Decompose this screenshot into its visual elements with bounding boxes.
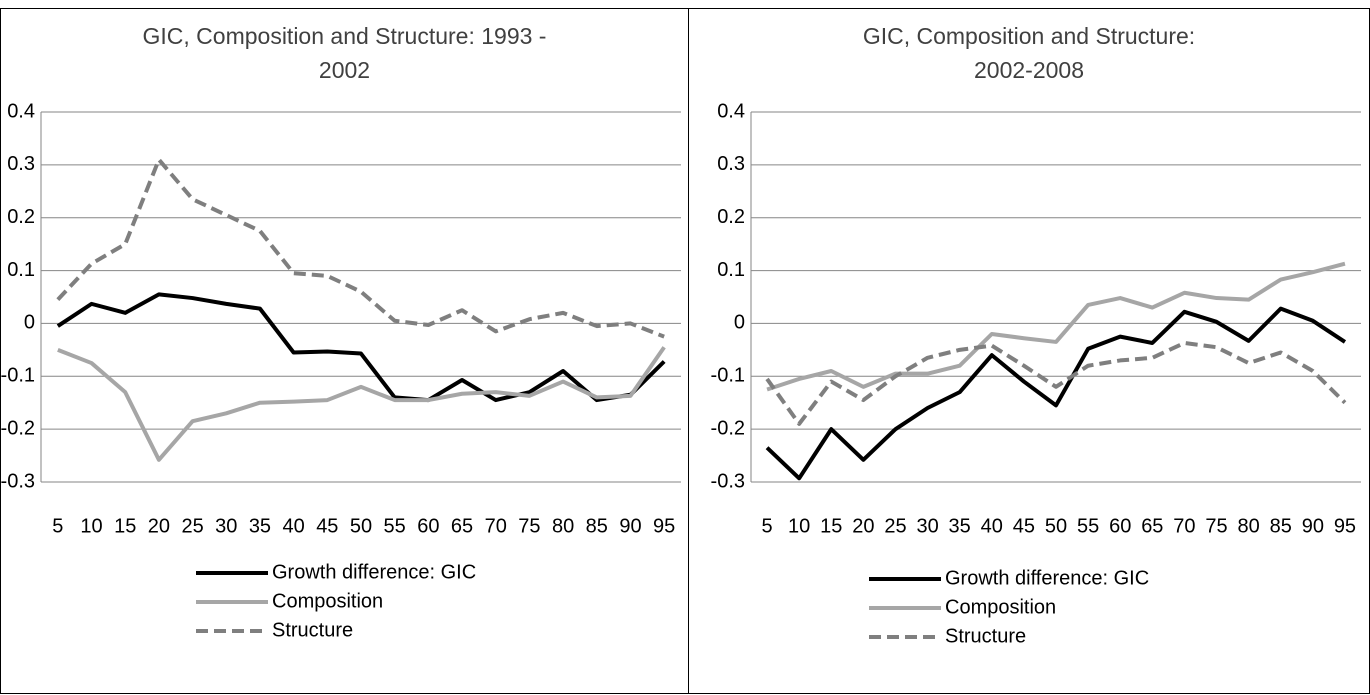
x-tick-label: 25 [884,515,906,537]
chart-panel: GIC, Composition and Structure: 1993 - 2… [0,8,689,694]
legend-label: Structure [272,619,353,641]
x-tick-label: 85 [586,515,608,537]
x-tick-label: 5 [52,515,63,537]
x-tick-label: 10 [80,515,102,537]
x-tick-label: 70 [1173,515,1195,537]
y-tick-label: -0.1 [711,365,745,387]
y-tick-label: 0.4 [717,100,745,122]
x-tick-label: 70 [485,515,507,537]
x-tick-label: 65 [1141,515,1163,537]
x-tick-label: 60 [1109,515,1131,537]
y-tick-label: -0.2 [711,417,745,439]
y-tick-label: 0.2 [7,206,35,228]
x-tick-label: 30 [916,515,938,537]
y-tick-label: 0.4 [7,100,35,122]
y-tick-label: 0.1 [7,259,35,281]
series-line [56,292,666,403]
chart: -0.3 -0.2 -0.1 0 0.1 0.2 0.3 0.4 5 10 15 20 25 30 35 40… [1,100,681,641]
y-tick-label: -0.1 [1,365,35,387]
x-tick-label: 65 [451,515,473,537]
legend-label: Growth difference: GIC [272,561,476,583]
series-line [766,261,1346,392]
x-tick-label: 20 [852,515,874,537]
y-tick-label: -0.3 [1,470,35,492]
y-tick-label: 0 [734,312,745,334]
x-tick-label: 75 [1205,515,1227,537]
x-tick-label: 80 [552,515,574,537]
legend-label: Composition [945,596,1056,618]
y-tick-label: 0 [24,312,35,334]
y-tick-label: 0.3 [7,153,35,175]
x-tick-label: 40 [981,515,1003,537]
chart-title: GIC, Composition and Structure: 2002-200… [862,23,1196,83]
x-tick-label: 90 [1302,515,1324,537]
x-tick-label: 10 [788,515,810,537]
y-tick-label: -0.2 [1,417,35,439]
chart-title: GIC, Composition and Structure: 1993 - 2… [142,23,547,83]
chart-panel: GIC, Composition and Structure: 2002-200… [688,8,1370,694]
legend-label: Composition [272,590,383,612]
x-tick-label: 15 [114,515,136,537]
x-tick-label: 55 [1077,515,1099,537]
x-tick-label: 20 [148,515,170,537]
series-line [56,157,665,339]
x-tick-label: 45 [316,515,338,537]
legend-label: Structure [945,625,1026,647]
x-tick-label: 85 [1270,515,1292,537]
x-tick-label: 45 [1013,515,1035,537]
x-tick-label: 90 [619,515,641,537]
x-tick-label: 75 [518,515,540,537]
x-tick-label: 5 [761,515,772,537]
x-tick-label: 80 [1238,515,1260,537]
x-tick-label: 60 [417,515,439,537]
chart: -0.3 -0.2 -0.1 0 0.1 0.2 0.3 0.4 5 10 15 20 25 30 35 40… [711,100,1361,647]
legend-label: Growth difference: GIC [945,567,1149,589]
y-tick-label: 0.1 [717,259,745,281]
x-tick-label: 50 [350,515,372,537]
x-tick-label: 95 [653,515,675,537]
x-tick-label: 25 [181,515,203,537]
x-tick-label: 95 [1334,515,1356,537]
x-tick-label: 50 [1045,515,1067,537]
series-line [765,340,1347,426]
x-tick-label: 30 [215,515,237,537]
x-tick-label: 40 [283,515,305,537]
x-tick-label: 35 [249,515,271,537]
series-line [57,346,666,462]
series-line [765,306,1347,481]
y-tick-label: -0.3 [711,470,745,492]
x-tick-label: 15 [820,515,842,537]
x-tick-label: 35 [949,515,971,537]
y-tick-label: 0.2 [717,206,745,228]
y-tick-label: 0.3 [717,153,745,175]
x-tick-label: 55 [384,515,406,537]
